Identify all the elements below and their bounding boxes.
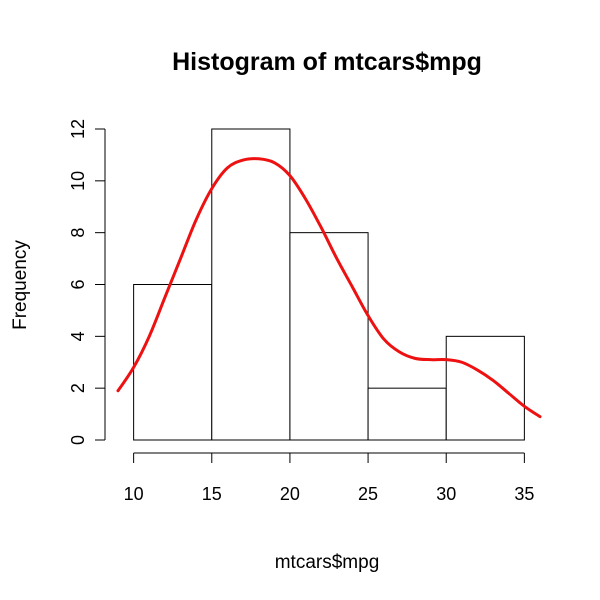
x-tick-label-20: 20 <box>280 484 300 504</box>
y-tick-label-6: 6 <box>68 279 88 289</box>
density-curve <box>116 157 542 419</box>
histogram-bar-1 <box>133 284 213 441</box>
y-axis-title: Frequency <box>10 240 31 330</box>
x-axis: 10 15 20 25 30 35 <box>124 452 534 504</box>
x-tick-label-15: 15 <box>202 484 222 504</box>
y-axis: 0 2 4 6 8 10 12 <box>68 119 106 445</box>
chart-title: Histogram of mtcars$mpg <box>172 48 482 76</box>
y-tick-label-12: 12 <box>68 119 88 139</box>
x-axis-title: mtcars$mpg <box>275 552 380 573</box>
y-tick-label-2: 2 <box>68 383 88 393</box>
x-tick-label-25: 25 <box>358 484 378 504</box>
x-tick-label-30: 30 <box>436 484 456 504</box>
histogram-bar-4 <box>367 387 447 441</box>
x-tick-label-10: 10 <box>124 484 144 504</box>
y-tick-label-4: 4 <box>68 331 88 341</box>
y-tick-label-8: 8 <box>68 228 88 238</box>
density-curve-layer <box>116 157 542 419</box>
x-tick-label-35: 35 <box>514 484 534 504</box>
histogram-bar-2 <box>211 128 291 441</box>
histogram-bar-3 <box>289 232 369 441</box>
histogram-bar-5 <box>445 335 525 441</box>
bars-layer <box>133 128 525 441</box>
y-tick-label-10: 10 <box>68 171 88 191</box>
y-tick-label-0: 0 <box>68 435 88 445</box>
